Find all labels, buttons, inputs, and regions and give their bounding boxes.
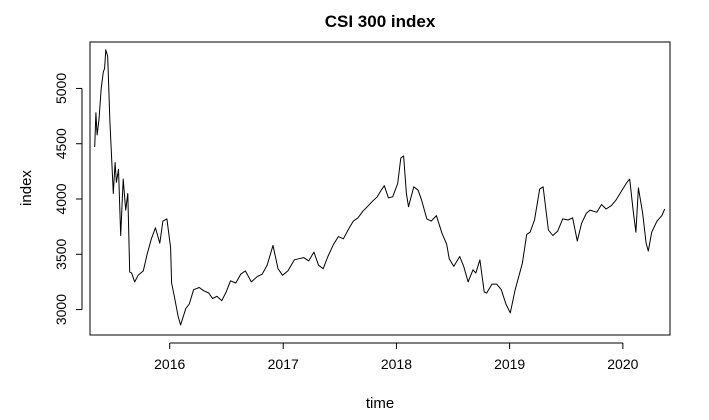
y-axis-label: index — [18, 170, 35, 206]
x-tick-label: 2016 — [154, 356, 185, 372]
series-line-0 — [94, 49, 666, 326]
x-axis-label: time — [366, 395, 394, 412]
series-group — [94, 49, 666, 326]
x-axis: 2016 2017 2018 2019 2020 — [154, 342, 639, 372]
x-tick-label: 2017 — [268, 356, 299, 372]
x-tick-label: 2019 — [494, 356, 525, 372]
y-tick-label: 3000 — [53, 294, 69, 325]
x-tick-label: 2020 — [607, 356, 638, 372]
y-tick-label: 4500 — [53, 128, 69, 159]
y-axis: 3000 3500 4000 4500 5000 — [53, 73, 83, 325]
plot-area-frame — [89, 41, 671, 336]
chart-title: CSI 300 index — [325, 12, 436, 31]
y-tick-label: 4000 — [53, 183, 69, 214]
y-tick-label: 3500 — [53, 239, 69, 270]
y-tick-label: 5000 — [53, 73, 69, 104]
x-tick-label: 2018 — [381, 356, 412, 372]
